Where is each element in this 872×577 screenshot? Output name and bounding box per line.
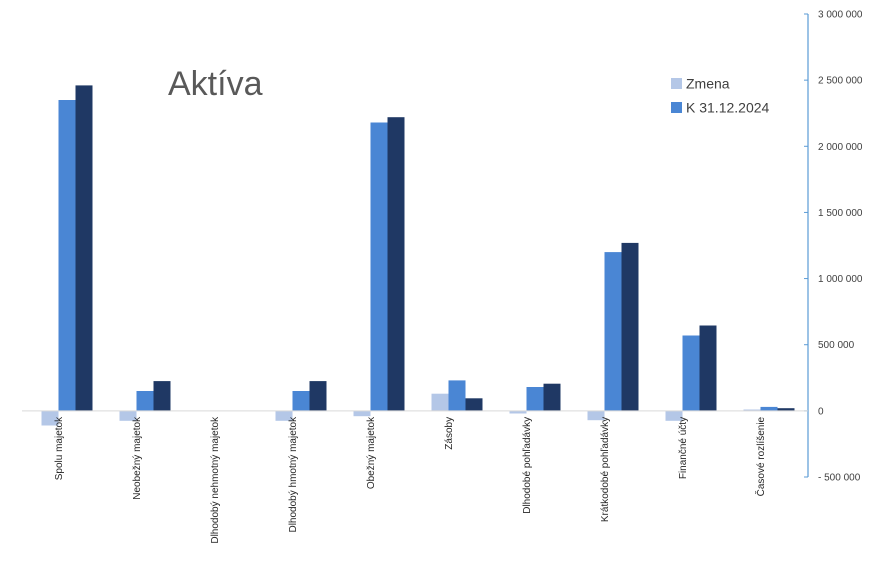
bar-series-1-cat-1 (136, 391, 154, 411)
bar-series-1-cat-8 (682, 335, 700, 411)
bar-series-1-cat-5 (448, 380, 466, 411)
y-tick-label: 500 000 (818, 340, 855, 351)
bar-series-1-cat-4 (370, 122, 388, 411)
y-tick-label: 0 (818, 406, 824, 417)
bar-series-0-cat-9 (743, 409, 761, 411)
x-category-label: Krátkodobé pohľadávky (600, 417, 611, 522)
bar-series-2-cat-3 (309, 381, 327, 411)
bar-series-0-cat-1 (119, 410, 137, 421)
bar-series-2-cat-5 (465, 398, 483, 411)
x-category-label: Dlhodobý nehmotný majetok (210, 416, 221, 544)
bar-series-2-cat-1 (153, 381, 171, 411)
x-category-label: Dlhodobé pohľadávky (522, 417, 533, 514)
bar-series-2-cat-4 (387, 117, 405, 411)
bar-series-1-cat-0 (58, 100, 76, 411)
x-category-label: Obežný majetok (366, 416, 377, 489)
y-tick-label: 3 000 000 (818, 10, 863, 21)
y-tick-label: 2 000 000 (818, 142, 863, 153)
legend-label: Zmena (686, 76, 730, 92)
bar-series-1-cat-7 (604, 252, 622, 411)
y-tick-label: - 500 000 (818, 473, 861, 484)
bars (41, 85, 795, 426)
x-category-label: Zásoby (444, 417, 455, 450)
y-tick-label: 1 500 000 (818, 208, 863, 219)
y-tick-label: 1 000 000 (818, 274, 863, 285)
legend: Zmena K 31.12.2024 (671, 76, 770, 116)
bar-series-0-cat-7 (587, 410, 605, 421)
bar-series-0-cat-4 (353, 410, 371, 417)
y-axis: 3 000 000 2 500 000 2 000 000 1 500 000 1 00… (804, 10, 863, 484)
bar-series-0-cat-0 (41, 410, 59, 426)
bar-series-0-cat-5 (431, 393, 449, 411)
legend-label: K 31.12.2024 (686, 100, 770, 116)
x-category-label: Dlhodobý hmotný majetok (288, 416, 299, 533)
x-category-label: Časové rozlíšenie (754, 416, 767, 496)
x-category-label: Neobežný majetok (132, 416, 143, 500)
bar-series-2-cat-9 (777, 408, 795, 411)
bar-series-0-cat-8 (665, 410, 683, 421)
bar-series-2-cat-8 (699, 325, 717, 411)
legend-swatch (671, 102, 682, 113)
bar-series-0-cat-6 (509, 410, 527, 414)
y-tick-label: 2 500 000 (818, 76, 863, 87)
bar-series-1-cat-3 (292, 391, 310, 411)
bar-series-0-cat-3 (275, 410, 293, 421)
chart-title: Aktíva (168, 65, 263, 103)
bar-series-2-cat-6 (543, 383, 561, 411)
x-category-label: Finančné účty (678, 417, 689, 479)
legend-swatch (671, 78, 682, 89)
bar-series-1-cat-9 (760, 406, 778, 411)
bar-series-2-cat-7 (621, 242, 639, 411)
x-category-label: Spolu majetok (54, 416, 65, 480)
bar-series-1-cat-6 (526, 387, 544, 411)
x-axis: Spolu majetok Neobežný majetok Dlhodobý ne… (22, 410, 808, 544)
bar-series-2-cat-0 (75, 85, 93, 411)
